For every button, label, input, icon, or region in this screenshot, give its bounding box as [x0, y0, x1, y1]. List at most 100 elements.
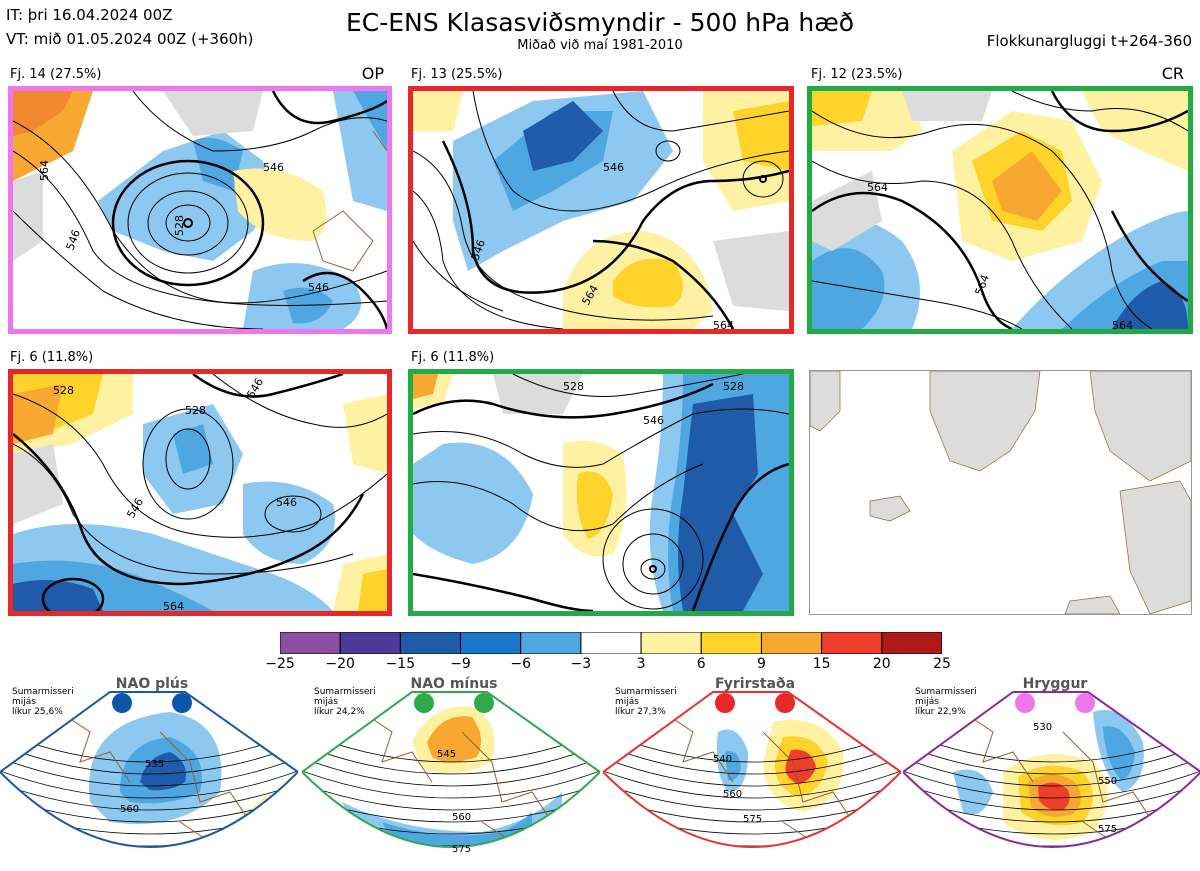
map-panel-cluster-6b: 528 528 546 [408, 369, 794, 616]
colorbar-tick-label: −25 [265, 656, 295, 672]
colorbar-swatch [821, 631, 883, 655]
colorbar-swatch [520, 631, 582, 655]
regime-marker-dot [172, 693, 192, 713]
colorbar-tick-label: 20 [872, 656, 891, 672]
colorbar-swatch [640, 631, 702, 655]
regime-title: Fyrirstaða [714, 676, 796, 692]
regime-note-line: Sumarmisseri [314, 687, 376, 697]
colorbar-tick-label: 15 [812, 656, 831, 672]
svg-text:528: 528 [185, 404, 206, 417]
regime-note: Sumarmisseri mijás líkur 27,3% [615, 687, 677, 717]
colorbar-tick-label: −15 [385, 656, 416, 672]
regime-marker-dot [715, 693, 735, 713]
regime-note-line: Sumarmisseri [12, 687, 74, 697]
colorbar-tick-label: 25 [933, 656, 951, 672]
regime-marker-dot [775, 693, 795, 713]
svg-text:546: 546 [276, 496, 297, 509]
svg-text:564: 564 [38, 160, 51, 181]
panel-3-tag: CR [1161, 64, 1184, 83]
regime-contour-label: 575 [452, 844, 471, 855]
anomaly-colorbar [279, 631, 943, 655]
regime-fan-map: 540 560 575 [603, 691, 901, 848]
regime-fan-map: 545 560 575 [302, 691, 600, 855]
regime-marker-dot [1015, 693, 1035, 713]
regime-note-line: líkur 25,6% [12, 707, 63, 717]
svg-text:564: 564 [163, 600, 184, 611]
panel-2-label: Fj. 13 (25.5%) [411, 67, 503, 82]
colorbar-tick-label: −20 [325, 656, 355, 672]
regime-contour-label: 560 [723, 789, 742, 800]
regime-contour-label: 560 [452, 812, 471, 823]
regime-marker-dot [1075, 693, 1095, 713]
panel-3-label: Fj. 12 (23.5%) [811, 67, 903, 82]
svg-text:546: 546 [308, 281, 329, 294]
regime-contour-label: 575 [743, 814, 762, 825]
svg-text:528: 528 [563, 380, 584, 393]
regime-note-line: mijás [615, 697, 639, 707]
regime-marker-dot [474, 693, 494, 713]
regime-title: NAO plús [115, 676, 189, 692]
regime-title: Hryggur [1022, 676, 1088, 692]
colorbar-swatch [279, 631, 341, 655]
svg-text:564: 564 [867, 181, 888, 194]
svg-text:546: 546 [643, 414, 664, 427]
regime-contour-label: 575 [1098, 824, 1117, 835]
svg-text:546: 546 [603, 161, 624, 174]
svg-text:528: 528 [173, 215, 186, 236]
regime-contour-label: 535 [145, 759, 164, 770]
regime-contour-label: 530 [1033, 722, 1052, 733]
classification-window: Flokkunargluggi t+264-360 [986, 32, 1192, 50]
regime-fan-map: 535 560 [0, 691, 298, 848]
regime-contour-label: 550 [1098, 776, 1117, 787]
regime-note-line: mijás [314, 697, 338, 707]
regime-contour-label: 560 [120, 804, 139, 815]
regime-contour-label: 545 [437, 749, 456, 760]
map-panel-cluster-6a: 528 528 546 546 546 564 [8, 369, 392, 616]
map-panel-cluster-14: 546 528 546 546 564 [8, 86, 392, 334]
panel-5-label: Fj. 6 (11.8%) [411, 350, 495, 365]
valid-time: VT: mið 01.05.2024 00Z (+360h) [6, 30, 254, 48]
regime-1: 535 560 NAO plús Sumarmisseri mijás líkur 25,… [0, 672, 298, 871]
regime-note-line: líkur 27,3% [615, 707, 666, 717]
regime-note: Sumarmisseri mijás líkur 25,6% [12, 687, 74, 717]
svg-text:528: 528 [53, 384, 74, 397]
init-time: IT: þri 16.04.2024 00Z [6, 6, 173, 24]
panel-1-tag: OP [361, 64, 384, 83]
page-subtitle: Miðað við maí 1981-2010 [517, 38, 683, 53]
svg-text:528: 528 [723, 380, 744, 393]
svg-text:564: 564 [1112, 319, 1133, 329]
regime-note-line: líkur 24,2% [314, 707, 365, 717]
panel-4-label: Fj. 6 (11.8%) [10, 350, 94, 365]
panel-1-label: Fj. 14 (27.5%) [10, 67, 102, 82]
colorbar-swatch [580, 631, 642, 655]
regime-note-line: mijás [12, 697, 36, 707]
page-title: EC-ENS Klasasviðsmyndir - 500 hPa hæð [345, 8, 855, 37]
regime-note-line: Sumarmisseri [615, 687, 677, 697]
regime-marker-dot [112, 693, 132, 713]
regime-note: Sumarmisseri mijás líkur 22,9% [915, 687, 977, 717]
map-panel-cluster-12: 564 564 564 [807, 86, 1193, 334]
regime-contour-label: 540 [713, 754, 732, 765]
svg-text:546: 546 [263, 161, 284, 174]
regime-note-line: mijás [915, 697, 939, 707]
colorbar-swatches [279, 631, 943, 655]
regime-note: Sumarmisseri mijás líkur 24,2% [314, 687, 376, 717]
regime-4: 530 550 575 Hryggur Sumarmisseri mijás líkur 2… [903, 672, 1200, 871]
colorbar-swatch [881, 631, 943, 655]
colorbar-swatch [700, 631, 762, 655]
map-panel-empty [809, 370, 1192, 615]
map-panel-cluster-13: 546 546 564 564 [408, 86, 794, 334]
colorbar-tick-label: 3 [636, 656, 646, 672]
colorbar-tick-label: −3 [570, 656, 592, 672]
regime-note-line: líkur 22,9% [915, 707, 966, 717]
colorbar-tick-label: −9 [450, 656, 471, 672]
colorbar-tick-label: −6 [510, 656, 532, 672]
regime-3: 540 560 575 Fyrirstaða Sumarmisseri mijás líku… [603, 672, 901, 871]
colorbar-swatch [760, 631, 823, 655]
colorbar-swatch [339, 631, 401, 655]
colorbar-swatch [399, 631, 462, 655]
regime-2: 545 560 575 NAO mínus Sumarmisseri mijás líkur… [302, 672, 600, 871]
colorbar-tick-label: 9 [756, 656, 766, 672]
regime-note-line: Sumarmisseri [915, 687, 977, 697]
colorbar-tick-label: 6 [696, 656, 706, 672]
